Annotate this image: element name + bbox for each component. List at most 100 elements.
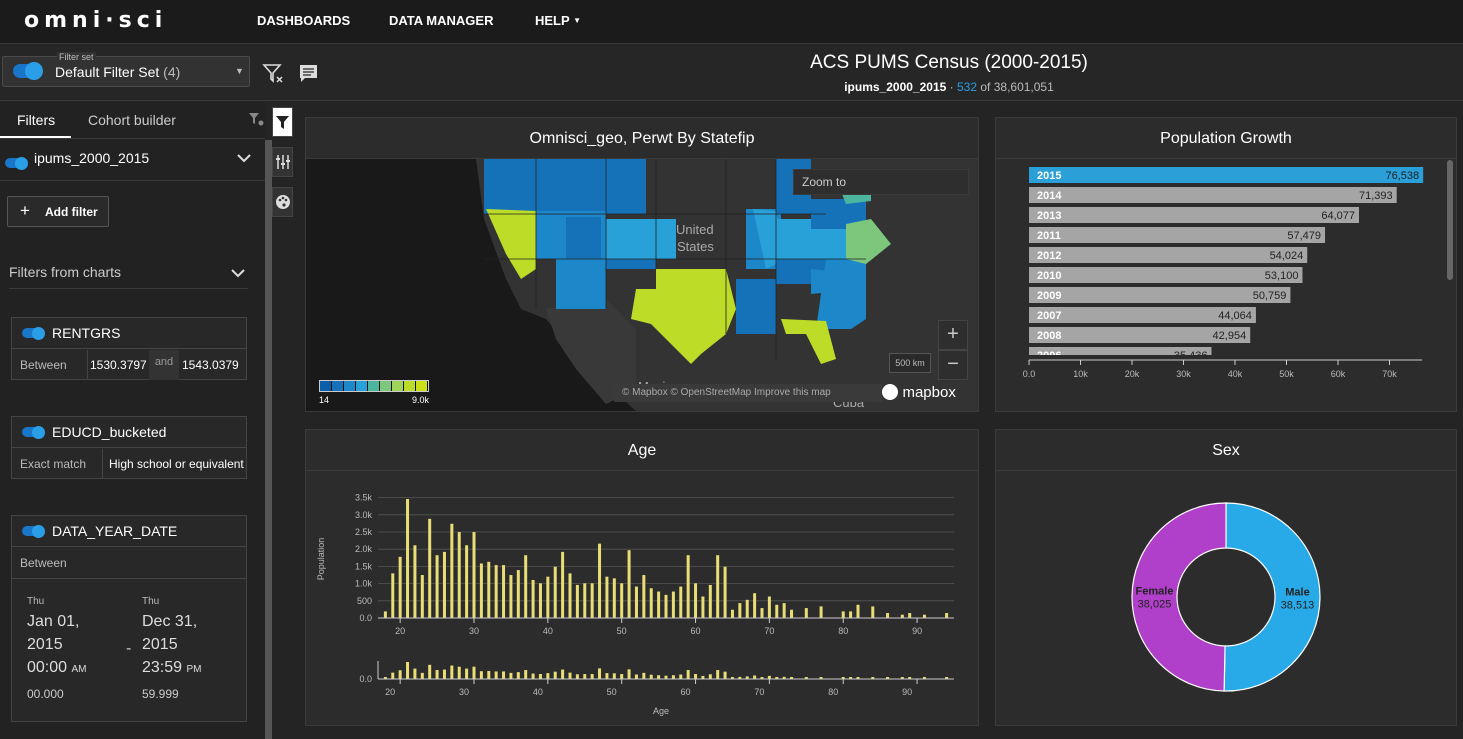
age-mini-bar [657, 675, 660, 679]
start-date: Jan 01, [27, 613, 107, 631]
age-bar [487, 562, 490, 618]
end-time: 23:59 [142, 659, 182, 676]
dashboard-record-count: ipums_2000_2015 · 532 of 38,601,051 [672, 80, 1226, 94]
age-mini-bar [576, 674, 579, 679]
caret-down-icon: ▼ [573, 16, 581, 25]
tab-cohort-builder[interactable]: Cohort builder [88, 112, 176, 128]
bar-2012 [1029, 247, 1307, 263]
mapbox-logo[interactable]: mapbox [882, 384, 956, 402]
age-bar [517, 570, 520, 618]
filter-header: DATA_YEAR_DATE [12, 516, 246, 547]
sex-pie-panel: Sex Male 38,513 Female 38,025 [995, 429, 1457, 726]
population-growth-bar-chart[interactable]: 2015 76,538 2014 71,393 2013 64,077 2011 57,479… [996, 159, 1456, 411]
age-mini-bar [583, 674, 586, 679]
filter-set-toggle[interactable] [13, 64, 41, 78]
theme-panel-button[interactable] [272, 187, 293, 217]
filter-set-dropdown[interactable]: Filter set Default Filter Set (4) ▼ [2, 56, 250, 87]
age-bar [495, 565, 498, 618]
legend-swatch [392, 381, 404, 391]
omnisci-logo[interactable]: omni·sci [24, 8, 167, 33]
age-bar [738, 603, 741, 618]
filter-mode[interactable]: Between [20, 358, 67, 372]
age-bar [569, 573, 572, 618]
zoom-to-input[interactable]: Zoom to [793, 169, 969, 195]
filter-settings-icon[interactable] [248, 111, 264, 127]
chart-scrollbar[interactable] [1447, 160, 1453, 280]
filter-toggle[interactable] [22, 427, 44, 437]
age-bar [694, 583, 697, 618]
filter-mode[interactable]: Exact match [20, 457, 86, 471]
age-bar [724, 567, 727, 618]
age-bar [768, 597, 771, 618]
nav-dashboards[interactable]: DASHBOARDS [257, 13, 350, 28]
range-to-input[interactable]: 1543.0379 [179, 350, 246, 380]
chevron-down-icon[interactable] [237, 153, 251, 163]
map-label-us-2: States [677, 239, 714, 254]
plus-icon: + [20, 201, 30, 221]
add-filter-button[interactable]: + Add filter [7, 196, 109, 227]
zoom-out-button[interactable]: − [938, 350, 968, 380]
mini-x-tick-label: 80 [828, 687, 838, 697]
legend-swatch [332, 381, 344, 391]
of-label: of [980, 80, 990, 94]
mini-x-tick-label: 50 [607, 687, 617, 697]
comment-icon[interactable] [298, 63, 320, 85]
age-bar [583, 583, 586, 618]
nav-data-manager[interactable]: DATA MANAGER [389, 13, 493, 28]
tab-filters[interactable]: Filters [17, 112, 55, 128]
zoom-in-button[interactable]: + [938, 320, 968, 350]
age-mini-bar [436, 670, 439, 679]
filters-from-charts-header: Filters from charts [9, 264, 121, 280]
choropleth-map[interactable]: United States Mexico Cuba [306, 159, 978, 411]
range-from-input[interactable]: 1530.3797 [87, 350, 149, 380]
age-mini-bar [473, 667, 476, 679]
bar-value-label: 50,759 [1253, 290, 1287, 302]
legend-swatch [344, 381, 356, 391]
clear-filters-icon[interactable] [262, 62, 284, 84]
map-color-legend: 14 9.0k [319, 380, 429, 406]
bar-category-label: 2007 [1037, 310, 1061, 322]
divider [9, 288, 248, 289]
y-tick-label: 3.5k [355, 493, 373, 503]
age-mini-bar [532, 674, 535, 679]
age-mini-bar [399, 670, 402, 679]
sidebar-scrollbar[interactable] [265, 140, 272, 739]
filter-toggle[interactable] [22, 526, 44, 536]
age-mini-bar [465, 669, 468, 679]
age-histogram[interactable]: 0.0 500 1.0k 1.5k 2.0k 2.5k 3.0k 3.5k Population… [306, 471, 978, 725]
age-bar [701, 597, 704, 618]
age-bar [406, 499, 409, 618]
settings-panel-button[interactable] [272, 147, 293, 177]
bar-2010 [1029, 267, 1302, 283]
filter-panel-button[interactable] [272, 107, 293, 137]
x-tick-label: 50 [617, 626, 627, 636]
bar-category-label: 2015 [1037, 170, 1061, 182]
bar-category-label: 2008 [1037, 330, 1061, 342]
source-toggle[interactable] [5, 158, 27, 168]
filter-mode[interactable]: Between [12, 547, 246, 579]
y-tick-label: 1.0k [355, 579, 373, 589]
age-mini-bar [561, 670, 564, 679]
chevron-down-icon[interactable] [231, 268, 245, 278]
start-year: 2015 [27, 636, 107, 654]
filter-card-data-year-date: DATA_YEAR_DATE Between Thu Jan 01, 2015 … [11, 515, 247, 722]
age-mini-bar [517, 672, 520, 679]
filter-toggle[interactable] [22, 328, 44, 338]
y-tick-label: 3.0k [355, 510, 373, 520]
exact-match-value[interactable]: High school or equivalent [102, 449, 247, 479]
bar-category-label: 2012 [1037, 250, 1061, 262]
age-bar [605, 577, 608, 618]
chart-title: Sex [996, 430, 1456, 471]
start-date-picker[interactable]: Thu Jan 01, 2015 00:00 AM 00.000 [27, 596, 107, 701]
x-tick-label: 60k [1331, 369, 1346, 379]
x-tick-label: 40k [1228, 369, 1243, 379]
age-bar [709, 585, 712, 618]
nav-help[interactable]: HELP ▼ [535, 13, 581, 28]
start-time: 00:00 [27, 659, 67, 676]
end-date-picker[interactable]: Thu Dec 31, 2015 23:59 PM 59.999 [142, 596, 232, 701]
bar-2009 [1029, 287, 1290, 303]
age-bar [561, 552, 564, 618]
age-bar [554, 567, 557, 618]
map-attribution[interactable]: © Mapbox © OpenStreetMap Improve this ma… [614, 384, 882, 402]
